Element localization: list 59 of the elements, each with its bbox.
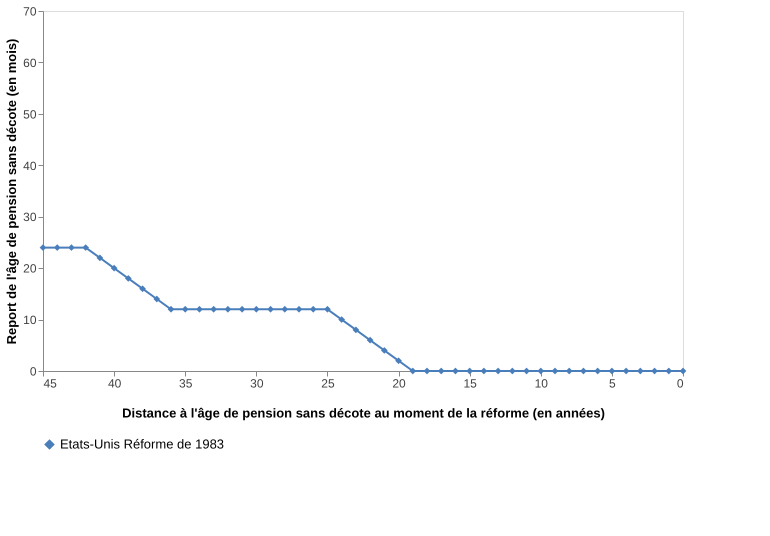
point xyxy=(352,326,360,334)
point xyxy=(452,368,459,374)
y-tick-label: 0 xyxy=(30,364,37,378)
x-tick-label: 5 xyxy=(609,376,616,390)
point xyxy=(395,357,402,364)
point xyxy=(124,275,132,282)
x-tick-label: 25 xyxy=(321,376,335,390)
point xyxy=(580,368,587,374)
point xyxy=(523,368,530,374)
y-tick-label: 20 xyxy=(23,262,37,276)
point xyxy=(139,285,146,292)
y-tick-label: 60 xyxy=(23,56,37,70)
point xyxy=(110,264,118,272)
point xyxy=(380,347,388,354)
point xyxy=(651,368,658,374)
point xyxy=(182,306,189,313)
point xyxy=(310,306,317,313)
point xyxy=(409,368,416,374)
point xyxy=(40,244,46,251)
y-tick-label: 10 xyxy=(23,313,37,328)
point xyxy=(281,306,288,313)
point xyxy=(622,368,630,374)
y-tick-label: 50 xyxy=(23,107,37,122)
x-tick-label: 40 xyxy=(108,376,122,390)
x-tick-label: 30 xyxy=(250,376,264,390)
point xyxy=(96,254,104,262)
x-tick-label: 35 xyxy=(179,376,193,390)
legend-label: Etats-Unis Réforme de 1983 xyxy=(60,436,224,452)
point xyxy=(153,296,160,302)
point xyxy=(338,316,346,323)
y-tick-label: 40 xyxy=(23,158,37,173)
point xyxy=(168,306,174,313)
point xyxy=(296,306,302,313)
point xyxy=(196,306,203,313)
point xyxy=(494,368,502,374)
point xyxy=(480,368,488,374)
y-axis-title: Report de l'âge de pension sans décote (en mois) xyxy=(4,38,20,344)
point xyxy=(224,306,232,313)
point xyxy=(424,368,430,374)
x-tick-label: 10 xyxy=(534,376,548,390)
point xyxy=(54,244,61,251)
x-tick-label: 0 xyxy=(676,376,684,390)
point xyxy=(680,368,686,374)
point xyxy=(366,336,374,344)
point xyxy=(267,306,274,313)
point xyxy=(82,244,90,251)
x-tick-label: 45 xyxy=(44,376,58,390)
point xyxy=(552,368,558,374)
point xyxy=(252,306,260,313)
y-tick-label: 30 xyxy=(23,210,37,224)
x-tick-label: 15 xyxy=(463,376,478,390)
point xyxy=(324,306,331,313)
x-tick-label: 20 xyxy=(392,376,406,390)
point xyxy=(210,306,218,313)
x-axis-title: Distance à l'âge de pension sans décote au moment de la réforme (en années) xyxy=(122,406,605,420)
y-tick-label: 70 xyxy=(23,4,37,18)
point xyxy=(68,244,75,251)
point xyxy=(238,306,246,313)
point xyxy=(608,368,616,374)
